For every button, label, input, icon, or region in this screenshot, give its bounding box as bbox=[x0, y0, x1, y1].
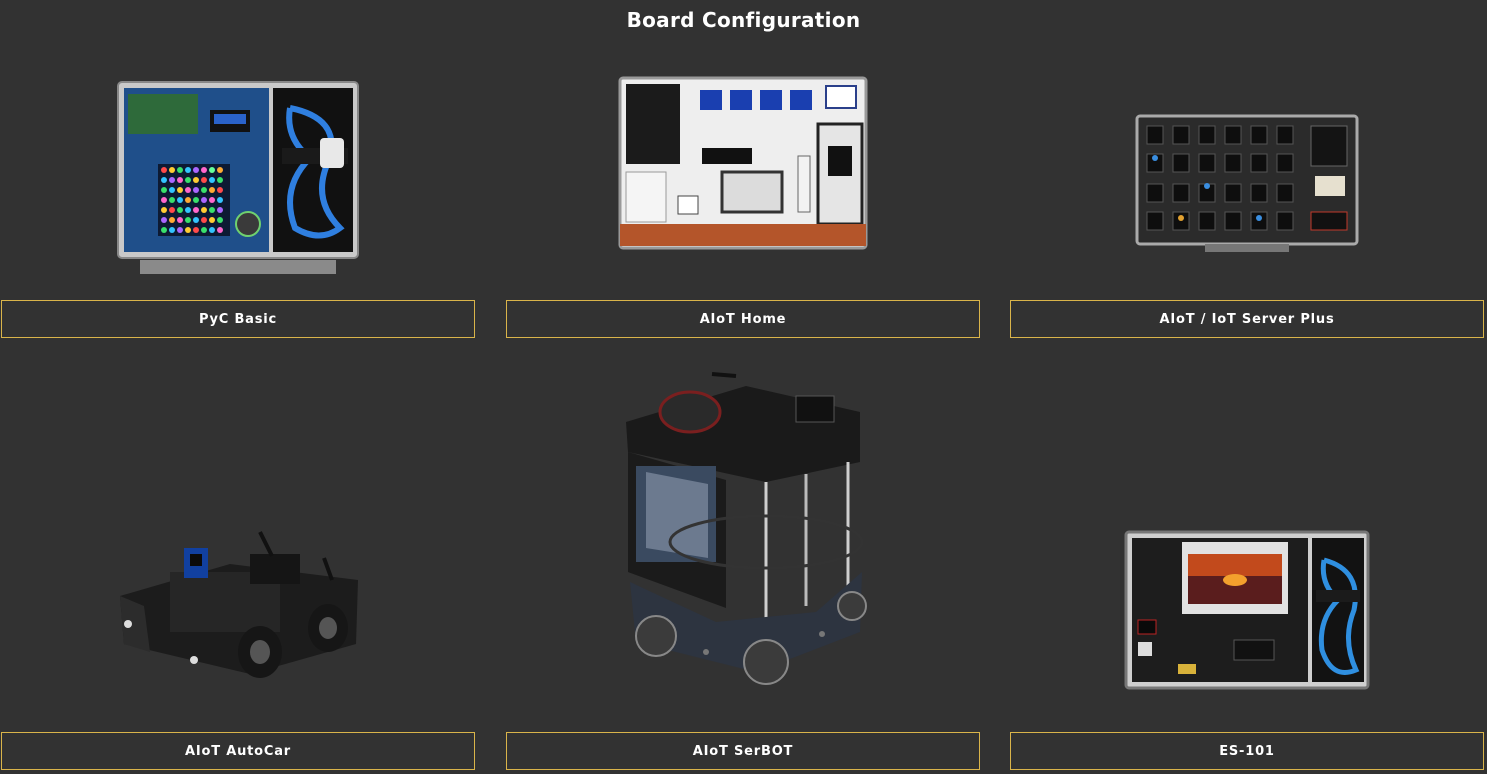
pyc-basic-image[interactable] bbox=[1, 68, 475, 280]
product-button-aiot-serbot[interactable]: AIoT SerBOT bbox=[506, 732, 980, 770]
aiot-home-image[interactable] bbox=[506, 68, 980, 258]
es-101-image[interactable] bbox=[1010, 520, 1484, 692]
product-button-es-101[interactable]: ES-101 bbox=[1010, 732, 1484, 770]
product-button-pyc-basic[interactable]: PyC Basic bbox=[1, 300, 475, 338]
product-button-aiot-home[interactable]: AIoT Home bbox=[506, 300, 980, 338]
iot-server-plus-image[interactable] bbox=[1010, 68, 1484, 254]
product-button-aiot-autocar[interactable]: AIoT AutoCar bbox=[1, 732, 475, 770]
aiot-autocar-image[interactable] bbox=[1, 520, 475, 700]
page-title: Board Configuration bbox=[626, 8, 861, 32]
product-button-iot-server-plus[interactable]: AIoT / IoT Server Plus bbox=[1010, 300, 1484, 338]
aiot-serbot-image[interactable] bbox=[506, 368, 980, 694]
